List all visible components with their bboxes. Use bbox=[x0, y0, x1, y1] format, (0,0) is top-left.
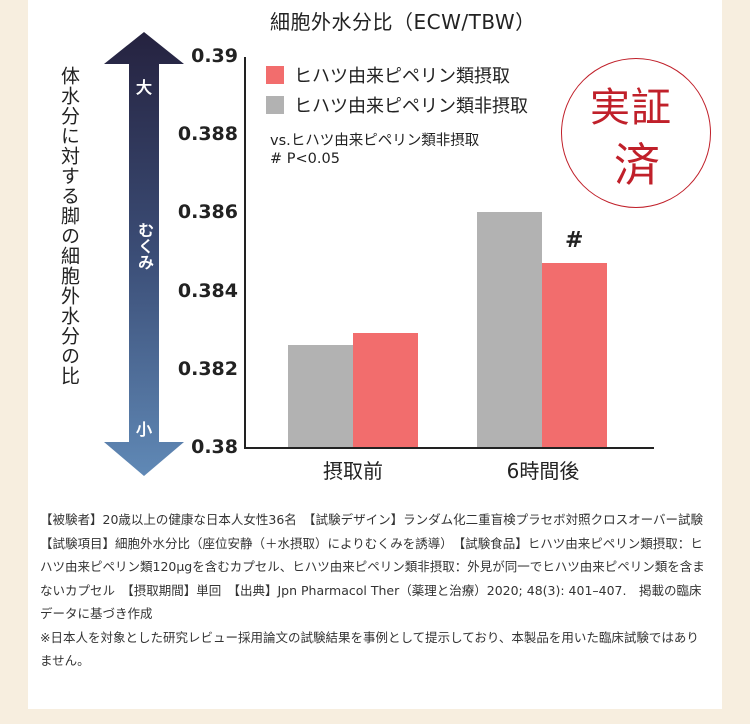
y-tick: 0.388 bbox=[177, 123, 238, 145]
legend-item-non-intake: ヒハツ由来ピペリン類非摂取 bbox=[266, 92, 528, 118]
legend-swatch-red bbox=[266, 66, 284, 84]
bar-6h-non-intake bbox=[477, 211, 542, 447]
bar-6h-intake bbox=[542, 262, 607, 447]
y-tick: 0.386 bbox=[177, 201, 238, 223]
legend-label: ヒハツ由来ピペリン類摂取 bbox=[294, 66, 510, 87]
legend-label: ヒハツ由来ピペリン類非摂取 bbox=[294, 96, 528, 117]
legend-item-intake: ヒハツ由来ピペリン類摂取 bbox=[266, 62, 510, 88]
arrow-label-small: 小 bbox=[135, 420, 152, 439]
verified-stamp: 実証 済 bbox=[561, 58, 711, 208]
significance-note: # P<0.05 bbox=[270, 151, 340, 167]
significance-marker: # bbox=[565, 228, 584, 253]
bar-before-non-intake bbox=[288, 345, 353, 447]
arrow-label-large: 大 bbox=[135, 78, 152, 97]
chart-title: 細胞外水分比（ECW/TBW） bbox=[270, 10, 536, 34]
swelling-scale-arrow: 大 むくみ 小 bbox=[104, 32, 184, 476]
legend-swatch-gray bbox=[266, 96, 284, 114]
study-footnote: 【被験者】20歳以上の健康な日本人女性36名 【試験デザイン】ランダム化二重盲検… bbox=[40, 508, 715, 673]
disclaimer: ※日本人を対象とした研究レビュー採用論文の試験結果を事例として提示しており、本製… bbox=[40, 629, 699, 669]
y-tick: 0.39 bbox=[191, 45, 238, 67]
stamp-text-done: 済 bbox=[614, 138, 660, 192]
arrow-label-swelling: むくみ bbox=[135, 222, 154, 270]
study-details: 【被験者】20歳以上の健康な日本人女性36名 【試験デザイン】ランダム化二重盲検… bbox=[40, 512, 715, 621]
y-axis-line bbox=[244, 57, 246, 448]
y-axis-label: 体水分に対する脚の細胞外水分の比 bbox=[58, 66, 80, 386]
x-axis-line bbox=[244, 447, 654, 449]
bar-before-intake bbox=[353, 333, 418, 447]
category-label-before: 摂取前 bbox=[323, 459, 383, 483]
category-label-6h: 6時間後 bbox=[506, 459, 580, 483]
y-tick: 0.384 bbox=[177, 280, 238, 302]
y-tick: 0.382 bbox=[177, 358, 238, 380]
y-tick: 0.38 bbox=[191, 436, 238, 458]
double-arrow-icon bbox=[104, 32, 184, 476]
stamp-text-verified: 実証 bbox=[590, 85, 672, 131]
comparison-note: vs.ヒハツ由来ピペリン類非摂取 bbox=[270, 133, 480, 149]
